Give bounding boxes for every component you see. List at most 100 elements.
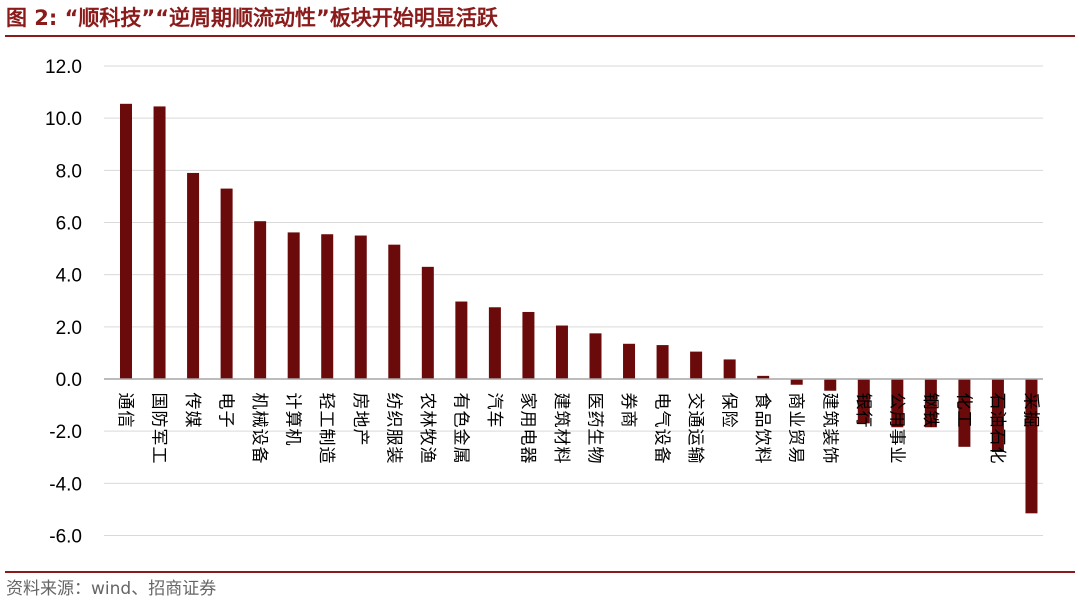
bar bbox=[857, 379, 870, 424]
svg-text:机: 机 bbox=[283, 429, 303, 446]
svg-text:机: 机 bbox=[249, 393, 269, 410]
svg-text:保: 保 bbox=[719, 393, 739, 410]
svg-text:业: 业 bbox=[886, 447, 906, 464]
svg-text:料: 料 bbox=[551, 447, 571, 464]
y-tick-label: 0.0 bbox=[56, 370, 82, 391]
bar bbox=[589, 333, 602, 379]
category-label: 化工 bbox=[953, 393, 973, 428]
category-label: 保险 bbox=[719, 393, 739, 428]
bar bbox=[555, 325, 568, 379]
svg-text:公: 公 bbox=[886, 393, 906, 410]
category-label: 房地产 bbox=[350, 393, 370, 446]
category-label: 传媒 bbox=[182, 393, 202, 428]
svg-text:生: 生 bbox=[585, 429, 605, 446]
svg-text:品: 品 bbox=[752, 411, 772, 428]
svg-text:采: 采 bbox=[1020, 393, 1040, 410]
svg-text:工: 工 bbox=[953, 411, 973, 428]
y-tick-label: 10.0 bbox=[45, 109, 82, 130]
svg-text:电: 电 bbox=[216, 393, 236, 410]
svg-text:油: 油 bbox=[987, 411, 1007, 428]
svg-text:运: 运 bbox=[685, 429, 705, 446]
bar bbox=[254, 221, 267, 379]
svg-text:轻: 轻 bbox=[316, 393, 336, 410]
bar bbox=[120, 103, 132, 379]
svg-text:化: 化 bbox=[987, 447, 1007, 464]
svg-text:传: 传 bbox=[182, 393, 202, 410]
bar bbox=[388, 244, 401, 379]
svg-text:军: 军 bbox=[149, 429, 169, 446]
bar bbox=[1025, 379, 1038, 514]
svg-text:备: 备 bbox=[652, 447, 672, 464]
svg-text:有: 有 bbox=[450, 393, 470, 410]
svg-text:建: 建 bbox=[551, 393, 571, 410]
svg-text:事: 事 bbox=[886, 429, 906, 446]
svg-text:服: 服 bbox=[383, 429, 403, 446]
svg-text:钢: 钢 bbox=[920, 393, 940, 410]
svg-text:石: 石 bbox=[987, 429, 1007, 446]
category-label: 通信 bbox=[115, 393, 135, 428]
bar bbox=[790, 379, 803, 385]
bar bbox=[991, 379, 1004, 453]
svg-text:计: 计 bbox=[283, 393, 303, 410]
bars bbox=[120, 103, 1038, 514]
svg-text:设: 设 bbox=[249, 429, 269, 446]
svg-text:贸: 贸 bbox=[786, 429, 806, 446]
svg-text:用: 用 bbox=[886, 411, 906, 428]
svg-text:筑: 筑 bbox=[551, 411, 571, 428]
svg-text:银: 银 bbox=[853, 393, 873, 410]
svg-text:掘: 掘 bbox=[1020, 411, 1040, 428]
category-label: 计算机 bbox=[283, 393, 303, 446]
gridlines bbox=[104, 65, 1043, 536]
svg-text:地: 地 bbox=[350, 411, 370, 428]
svg-text:料: 料 bbox=[752, 447, 772, 464]
svg-text:造: 造 bbox=[316, 447, 336, 464]
svg-text:器: 器 bbox=[517, 447, 537, 464]
svg-text:工: 工 bbox=[316, 411, 336, 428]
svg-text:商: 商 bbox=[786, 393, 806, 410]
svg-text:行: 行 bbox=[853, 411, 873, 428]
svg-text:铁: 铁 bbox=[920, 411, 940, 428]
svg-text:建: 建 bbox=[819, 393, 839, 410]
title-divider bbox=[5, 35, 1075, 37]
bar bbox=[623, 343, 636, 379]
category-label: 采掘 bbox=[1020, 393, 1040, 428]
source-note: 资料来源：wind、招商证券 bbox=[6, 579, 217, 599]
svg-text:汽: 汽 bbox=[484, 393, 504, 410]
svg-text:化: 化 bbox=[953, 393, 973, 410]
category-label: 银行 bbox=[853, 393, 873, 428]
bar bbox=[656, 345, 669, 379]
svg-text:国: 国 bbox=[149, 393, 169, 410]
y-tick-label: -2.0 bbox=[49, 422, 82, 443]
bar bbox=[958, 379, 971, 447]
y-axis-tick-labels: 12.0 10.0 8.0 6.0 4.0 2.0 0.0 -2.0 -4.0 -6.0 bbox=[45, 57, 82, 548]
bar bbox=[488, 307, 501, 379]
svg-text:险: 险 bbox=[719, 411, 739, 428]
y-tick-label: -4.0 bbox=[49, 474, 82, 495]
bar bbox=[187, 172, 200, 379]
bar bbox=[354, 235, 367, 379]
svg-text:筑: 筑 bbox=[819, 411, 839, 428]
svg-text:农: 农 bbox=[417, 393, 437, 410]
svg-text:易: 易 bbox=[786, 447, 806, 464]
svg-text:输: 输 bbox=[685, 447, 705, 464]
bar bbox=[153, 106, 166, 379]
bar bbox=[287, 232, 300, 379]
bar bbox=[924, 379, 937, 428]
y-tick-label: 8.0 bbox=[56, 161, 82, 182]
svg-text:饰: 饰 bbox=[819, 447, 839, 464]
bar bbox=[824, 379, 837, 391]
svg-text:色: 色 bbox=[450, 411, 470, 428]
svg-text:食: 食 bbox=[752, 393, 772, 410]
svg-text:材: 材 bbox=[551, 429, 571, 446]
y-tick-label: 6.0 bbox=[56, 214, 82, 235]
svg-text:商: 商 bbox=[618, 411, 638, 428]
